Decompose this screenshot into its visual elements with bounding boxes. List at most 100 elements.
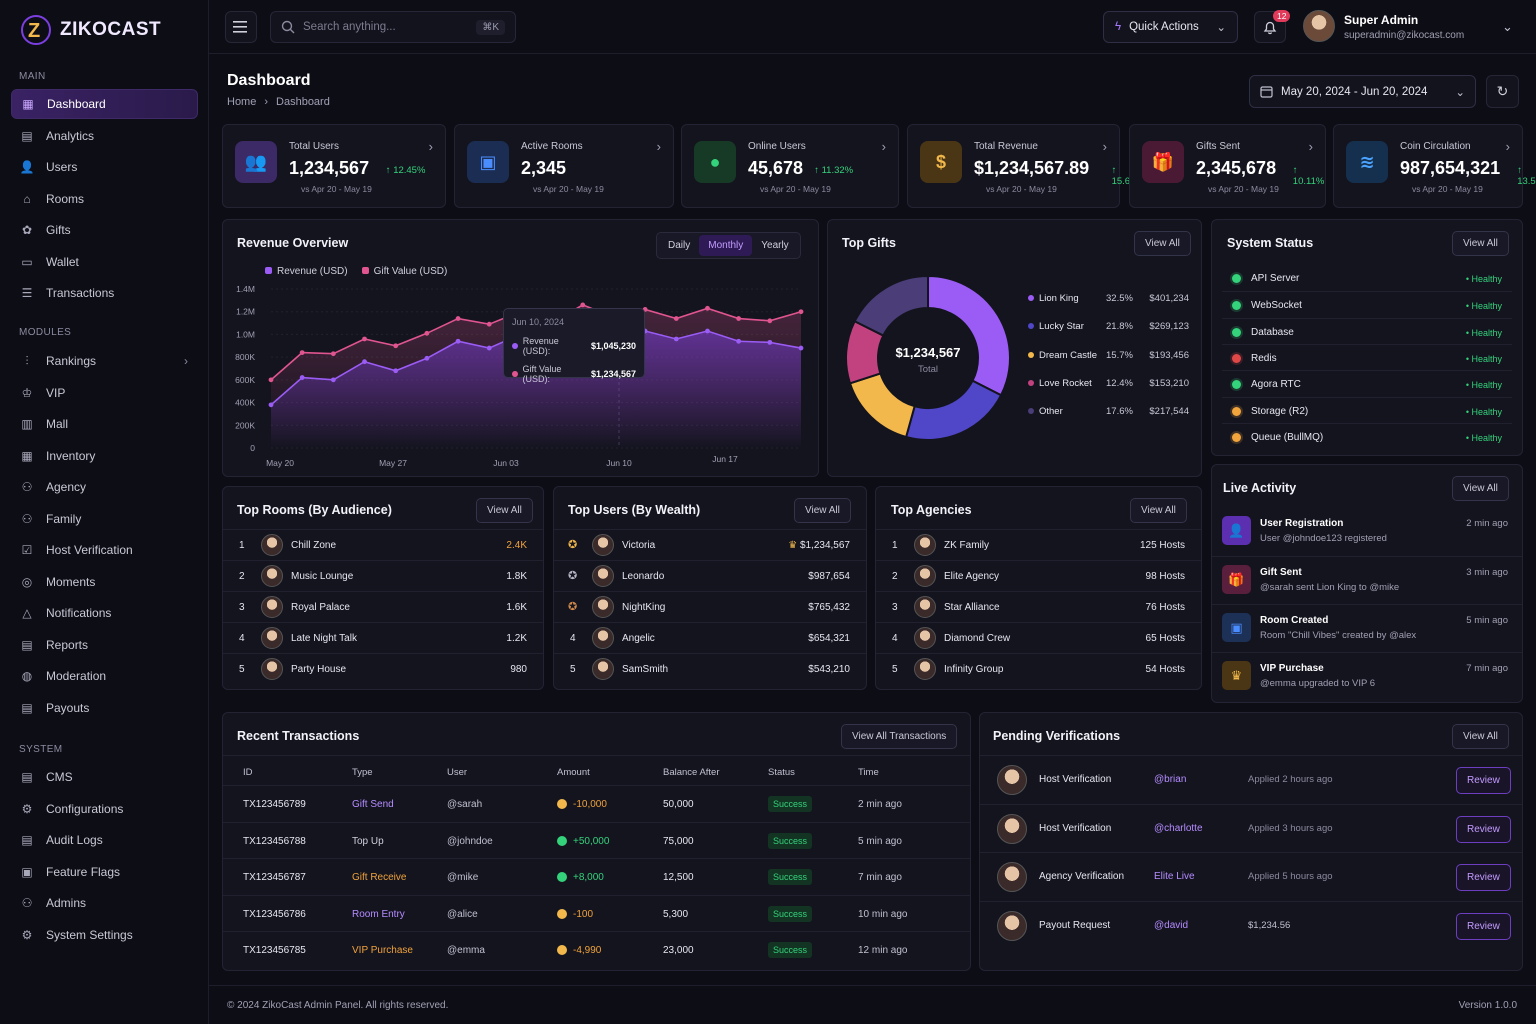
data-point[interactable] [580, 302, 586, 308]
review-button[interactable]: Review [1456, 864, 1511, 892]
user-info[interactable]: Super Admin superadmin@zikocast.com [1344, 13, 1464, 41]
user-menu-chevron-icon[interactable]: ⌄ [1502, 19, 1513, 34]
activity-item[interactable]: 🎁 Gift Sent @sarah sent Lion King to @mike… [1212, 556, 1522, 602]
stat-card-total-users[interactable]: 👥 Total Users 1,234,567 ↑ 12.45% vs Apr 20 -… [222, 124, 446, 208]
sidebar-item-configurations[interactable]: ⚙ Configurations [11, 794, 198, 824]
system-status-row[interactable]: WebSocket • Healthy [1222, 291, 1512, 317]
data-point[interactable] [330, 351, 336, 357]
stat-card-coin-circulation[interactable]: ≋ Coin Circulation 987,654,321 ↑ 13.50% vs A… [1333, 124, 1536, 208]
activity-item[interactable]: 👤 User Registration User @johndoe123 regis… [1212, 508, 1522, 554]
verification-subject[interactable]: @brian [1154, 774, 1187, 785]
table-row[interactable]: TX123456786 Room Entry @alice -100 5,300 Succ… [223, 894, 970, 931]
sidebar-item-admins[interactable]: ⚇ Admins [11, 888, 198, 918]
tx-user[interactable]: @sarah [447, 799, 483, 810]
sidebar-item-family[interactable]: ⚇ Family [11, 504, 198, 534]
data-point[interactable] [767, 318, 773, 324]
date-range-picker[interactable]: May 20, 2024 - Jun 20, 2024 ⌄ [1249, 75, 1476, 108]
sidebar-item-vip[interactable]: ♔ VIP [11, 378, 198, 408]
data-point[interactable] [299, 375, 305, 380]
sidebar-item-host-verification[interactable]: ☑ Host Verification [11, 535, 198, 565]
ranking-row[interactable]: ✪ Victoria ♛ $1,234,567 [554, 529, 866, 560]
system-status-view-all-button[interactable]: View All [1452, 231, 1509, 256]
sidebar-item-rankings[interactable]: ⫶ Rankings › [11, 346, 198, 376]
ranking-row[interactable]: 1 Chill Zone 2.4K [223, 529, 543, 560]
data-point[interactable] [424, 355, 430, 361]
gift-legend-item[interactable]: Dream Castle 15.7% $193,456 [1028, 350, 1193, 362]
sidebar-item-mall[interactable]: ▥ Mall [11, 409, 198, 439]
breadcrumb-home[interactable]: Home [227, 96, 257, 108]
tx-user[interactable]: @johndoe [447, 835, 493, 847]
table-row[interactable]: TX123456789 Gift Send @sarah -10,000 50,000 S… [223, 785, 970, 821]
data-point[interactable] [736, 316, 742, 321]
review-button[interactable]: Review [1456, 913, 1511, 941]
brand-logo[interactable]: Z ZIKOCAST [18, 12, 161, 48]
ranking-row[interactable]: 3 Royal Palace 1.6K [223, 591, 543, 622]
tab-monthly[interactable]: Monthly [699, 235, 753, 256]
data-point[interactable] [798, 345, 804, 351]
donut-slice[interactable] [927, 274, 1011, 397]
data-point[interactable] [486, 345, 492, 351]
data-point[interactable] [705, 328, 710, 334]
ranking-row[interactable]: 3 Star Alliance 76 Hosts [876, 591, 1201, 622]
sidebar-item-gifts[interactable]: ✿ Gifts [11, 215, 198, 245]
sidebar-item-moderation[interactable]: ◍ Moderation [11, 661, 198, 691]
verification-subject[interactable]: Elite Live [1154, 871, 1195, 883]
sidebar-item-audit-logs[interactable]: ▤ Audit Logs [11, 825, 198, 855]
gift-legend-item[interactable]: Love Rocket 12.4% $153,210 [1028, 378, 1193, 390]
review-button[interactable]: Review [1456, 815, 1511, 843]
ranking-row[interactable]: 4 Diamond Crew 65 Hosts [876, 622, 1201, 653]
data-point[interactable] [268, 377, 274, 383]
sidebar-item-system-settings[interactable]: ⚙ System Settings [11, 920, 198, 950]
sidebar-item-inventory[interactable]: ▦ Inventory [11, 441, 198, 471]
data-point[interactable] [393, 368, 399, 374]
ranking-row[interactable]: 1 ZK Family 125 Hosts [876, 529, 1201, 560]
gift-legend-item[interactable]: Lucky Star 21.8% $269,123 [1028, 321, 1193, 333]
sidebar-item-wallet[interactable]: ▭ Wallet [11, 247, 198, 277]
data-point[interactable] [673, 336, 679, 342]
ranking-row[interactable]: 4 Angelic $654,321 [554, 622, 866, 653]
top-rooms-view-all-button[interactable]: View All [476, 498, 533, 523]
ranking-row[interactable]: 5 Party House 980 [223, 653, 543, 684]
sidebar-item-cms[interactable]: ▤ CMS [11, 762, 198, 792]
table-row[interactable]: TX123456787 Gift Receive @mike +8,000 12,500… [223, 858, 970, 894]
stat-card-active-rooms[interactable]: ▣ Active Rooms 2,345 vs Apr 20 - May 19 › [454, 124, 674, 208]
sidebar-item-analytics[interactable]: ▤ Analytics [11, 121, 198, 151]
ranking-row[interactable]: 4 Late Night Talk 1.2K [223, 622, 543, 653]
refresh-button[interactable]: ↻ [1486, 75, 1519, 108]
ranking-row[interactable]: 2 Elite Agency 98 Hosts [876, 560, 1201, 591]
sidebar-item-payouts[interactable]: ▤ Payouts [11, 693, 198, 723]
gift-legend-item[interactable]: Other 17.6% $217,544 [1028, 406, 1193, 418]
live-activity-view-all-button[interactable]: View All [1452, 476, 1509, 501]
data-point[interactable] [362, 336, 367, 342]
tx-user[interactable]: @emma [447, 945, 485, 957]
review-button[interactable]: Review [1456, 767, 1511, 794]
donut-slice[interactable] [853, 274, 929, 337]
donut-slice[interactable] [848, 372, 916, 439]
sidebar-item-feature-flags[interactable]: ▣ Feature Flags [11, 857, 198, 887]
user-avatar[interactable] [1303, 10, 1335, 42]
data-point[interactable] [268, 402, 274, 408]
top-users-view-all-button[interactable]: View All [794, 498, 851, 523]
data-point[interactable] [798, 309, 804, 315]
stat-card-gifts-sent[interactable]: 🎁 Gifts Sent 2,345,678 ↑ 10.11% vs Apr 20 - … [1129, 124, 1326, 208]
ranking-row[interactable]: ✪ Leonardo $987,654 [554, 560, 866, 591]
data-point[interactable] [486, 321, 492, 327]
verification-subject[interactable]: @david [1154, 920, 1189, 932]
table-row[interactable]: TX123456788 Top Up @johndoe +50,000 75,000 Su… [223, 821, 970, 858]
sidebar-item-transactions[interactable]: ☰ Transactions [11, 278, 198, 308]
system-status-row[interactable]: Queue (BullMQ) • Healthy [1222, 422, 1512, 449]
pending-verifications-view-all-button[interactable]: View All [1452, 724, 1509, 749]
verification-row[interactable]: Host Verification @brian Applied 2 hours a… [980, 755, 1522, 803]
sidebar-item-notifications[interactable]: △ Notifications [11, 598, 198, 628]
notifications-button[interactable]: 12 [1254, 10, 1291, 43]
tx-user[interactable]: @alice [447, 908, 478, 920]
sidebar-item-dashboard[interactable]: ▦ Dashboard [11, 89, 198, 119]
data-point[interactable] [705, 305, 710, 311]
system-status-row[interactable]: Agora RTC • Healthy [1222, 370, 1512, 396]
donut-slice[interactable] [904, 379, 1003, 441]
sidebar-item-moments[interactable]: ◎ Moments [11, 567, 198, 597]
sidebar-item-users[interactable]: 👤 Users [11, 152, 198, 182]
data-point[interactable] [362, 359, 367, 365]
data-point[interactable] [736, 338, 742, 344]
verification-row[interactable]: Agency Verification Elite Live Applied 5 h… [980, 852, 1522, 900]
